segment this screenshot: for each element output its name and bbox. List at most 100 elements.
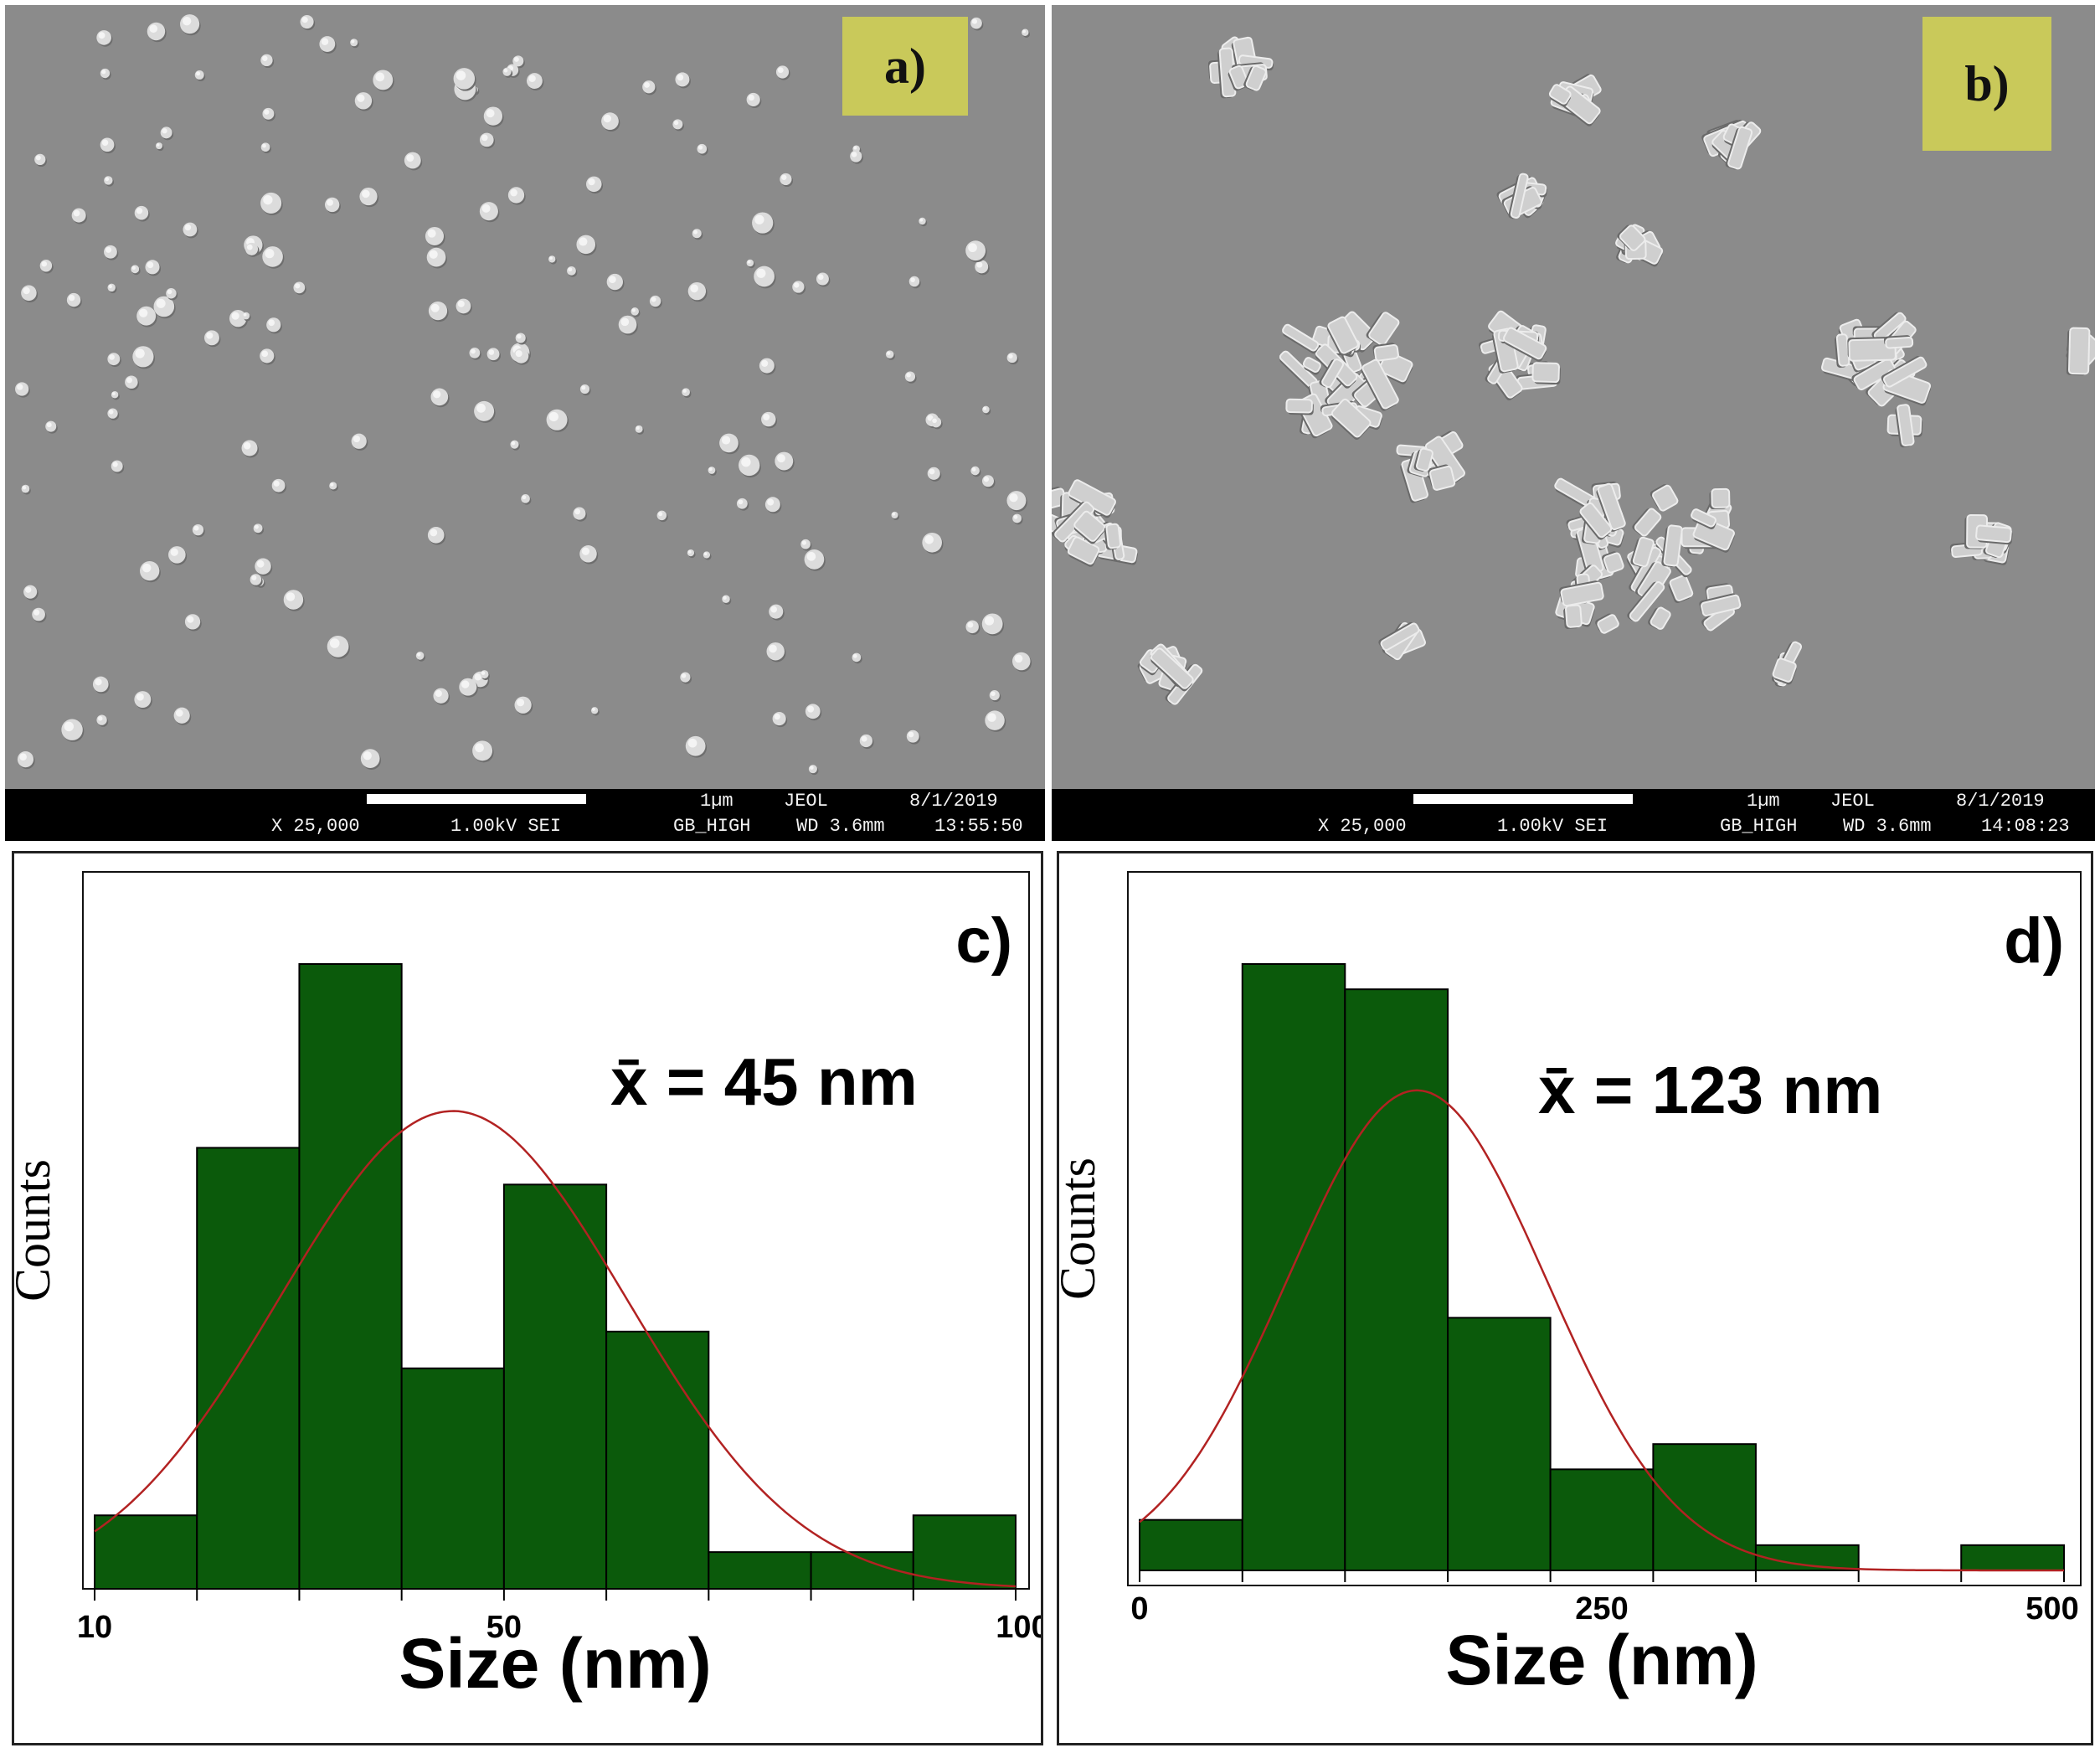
sem-particle [985,710,1006,732]
sem-crystal [1217,47,1237,99]
sem-crystal [1282,323,1320,354]
sem-crystal [1068,479,1117,518]
sem-particle [546,409,569,432]
sem-particle [415,652,425,662]
sem-particle [168,546,188,565]
sem-particle [965,240,987,263]
sem-crystal [1699,593,1742,616]
x-tick-label: 0 [1130,1591,1148,1627]
sem-particle [404,152,423,171]
x-tick-label: 500 [2025,1591,2078,1627]
sem-image-a: a) 1µm JEOL 8/1/2019 X 25,000 1.00kV SEI… [5,5,1045,841]
sem-particle [672,119,684,131]
sem-crystal [1884,335,1914,349]
sem-particle [816,272,831,287]
sem-particle [772,712,788,728]
sem-particle [480,670,491,681]
sem-particle [255,558,273,576]
sem-particle [111,391,120,400]
sem-particle [759,358,776,375]
plot-area [1127,871,2082,1586]
sem-particle [692,229,703,240]
sem-particle [859,734,874,750]
sem-particle [271,478,286,494]
sem-particle [1006,352,1019,365]
sem-crystal [1627,581,1665,622]
sem-particle [433,688,450,705]
sem-particle [1006,491,1027,513]
sem-particle [61,719,85,742]
sem-particle [250,574,263,587]
sem-particle [507,187,526,205]
sem-particle [92,676,111,694]
sem-particle [21,484,31,495]
sem-crystal [1563,604,1583,629]
sem-particle [166,288,178,301]
sem-crystal [1895,404,1915,448]
footer-scale-a: 1µm [700,791,733,812]
sem-particle [145,260,162,276]
sem-particle [579,545,599,565]
sem-crystal [1150,647,1194,692]
sem-particle [354,92,373,111]
sem-crystal [1378,621,1420,652]
sem-footer-b: 1µm JEOL 8/1/2019 X 25,000 1.00kV SEI GB… [1052,789,2095,841]
sem-crystal [1361,358,1399,411]
sem-particle [906,730,921,745]
sem-particle [579,384,591,396]
sem-particle [173,707,192,725]
histogram-bar [400,1367,505,1590]
sem-particle [34,153,47,168]
sem-particle [96,30,113,47]
histogram-bar [1139,1518,1243,1572]
histogram-bar [605,1330,710,1591]
footer-mag-a: X 25,000 [271,816,360,837]
sem-particle [922,532,944,554]
sem-crystal [1502,327,1547,362]
sem-particle [183,222,198,239]
sem-particle [262,246,285,269]
sem-particle [981,613,1005,637]
sem-particle [131,265,141,276]
histogram-bar [708,1551,812,1591]
normal-fit-curve [1139,1089,2064,1572]
sem-particle [453,68,476,91]
sem-particle [283,590,305,611]
histogram-bar [196,1147,301,1591]
sem-particle [71,208,88,224]
sem-crystal [1617,224,1646,251]
sem-crystal [1595,613,1619,634]
sem-particle [293,281,306,296]
sem-particle [427,527,446,545]
mean-annotation: x̄ = 123 nm [1538,1053,1882,1127]
histogram-bar [1344,988,1449,1571]
x-axis-label: Size (nm) [399,1624,711,1703]
sem-particle [425,226,445,248]
sem-particle [512,55,525,69]
x-tick-label: 100 [996,1610,1041,1645]
sem-particle [746,259,755,269]
sem-particle [970,17,984,31]
sem-particle [469,348,481,360]
sem-particle [245,242,260,257]
sem-particle [100,137,116,154]
sem-crystal [1302,357,1321,375]
sem-particle [808,765,819,776]
sem-particle [486,348,501,363]
sem-particle [456,298,472,316]
sem-particle [527,73,544,91]
sem-particle [919,217,928,227]
footer-time-a: 13:55:50 [934,816,1023,837]
sem-particle [764,497,782,514]
sem-particle [483,106,504,127]
sem-particle [260,142,271,154]
sem-particle [649,295,662,309]
sem-particle [253,523,265,535]
sem-crystal [1531,362,1561,385]
sem-crystal [1331,398,1372,441]
sem-crystal [1661,524,1683,568]
sem-particle [136,306,157,327]
sem-particle [752,212,775,235]
sem-particle [351,433,368,451]
sem-particle [805,704,822,721]
